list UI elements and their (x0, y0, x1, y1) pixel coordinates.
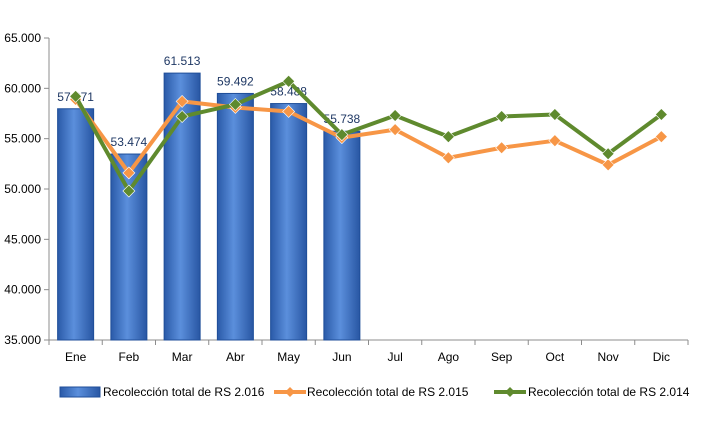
bar (216, 92, 254, 341)
bar-data-label: 61.513 (164, 54, 201, 68)
x-tick-label: Nov (597, 350, 618, 364)
y-tick-label: 35.000 (4, 333, 41, 347)
bar-series (57, 72, 361, 341)
data-point-marker (282, 105, 296, 118)
x-tick-label: Jul (387, 350, 402, 364)
data-point-marker (175, 110, 189, 123)
data-point-marker (654, 108, 668, 121)
series-line (74, 98, 663, 175)
data-point-marker (388, 123, 402, 137)
legend-label: Recolección total de RS 2.016 (103, 385, 265, 399)
y-tick-label: 65.000 (4, 31, 41, 45)
bar-data-label: 53.474 (111, 135, 148, 149)
data-point-marker (654, 130, 668, 144)
y-tick-label: 50.000 (4, 182, 41, 196)
y-tick-label: 45.000 (4, 232, 41, 246)
series-line (73, 79, 663, 194)
x-tick-label: Sep (491, 350, 513, 364)
data-point-marker (335, 128, 349, 142)
legend-swatch-marker (285, 387, 295, 397)
data-point-marker (601, 158, 615, 172)
data-point-marker (282, 74, 296, 88)
bar-data-label: 59.492 (217, 74, 254, 88)
x-tick-label: Abr (226, 350, 245, 364)
data-point-marker (495, 141, 509, 155)
y-tick-label: 55.000 (4, 132, 41, 146)
data-point-marker (122, 184, 136, 198)
data-point-marker (495, 110, 509, 123)
data-point-marker (228, 98, 242, 111)
x-tick-label: May (277, 350, 300, 364)
legend-swatch-marker (505, 387, 515, 397)
bar (110, 153, 148, 341)
x-tick-label: Feb (119, 350, 140, 364)
axes (44, 37, 689, 345)
data-point-marker (441, 130, 455, 144)
legend-label: Recolección total de RS 2.014 (528, 385, 690, 399)
y-tick-label: 60.000 (4, 81, 41, 95)
x-tick-label: Dic (653, 350, 670, 364)
data-point-marker (441, 151, 455, 165)
bar (270, 103, 308, 341)
y-tick-label: 40.000 (4, 283, 41, 297)
x-tick-labels: Ene Feb Mar Abr May Jun Jul Ago Sep Oct Nov Dic (65, 350, 670, 364)
x-tick-label: Ene (65, 350, 87, 364)
data-point-marker (69, 89, 83, 103)
data-point-marker (601, 147, 615, 161)
x-tick-label: Mar (172, 350, 193, 364)
legend-label: Recolección total de RS 2.015 (307, 385, 469, 399)
x-tick-label: Jun (332, 350, 351, 364)
data-point-marker (388, 109, 402, 122)
legend: Recolección total de RS 2.016 Recolección… (59, 385, 690, 399)
data-point-marker (548, 108, 562, 121)
bar (57, 108, 95, 341)
legend-swatch (59, 386, 101, 398)
bar (323, 130, 361, 341)
data-point-marker (175, 94, 189, 108)
x-tick-label: Ago (438, 350, 460, 364)
x-tick-label: Oct (546, 350, 565, 364)
data-point-marker (548, 134, 562, 148)
data-point-marker (122, 166, 136, 180)
y-tick-labels: 35.000 40.000 45.000 50.000 55.000 60.000 65.0… (4, 31, 41, 347)
line-series (69, 74, 668, 198)
